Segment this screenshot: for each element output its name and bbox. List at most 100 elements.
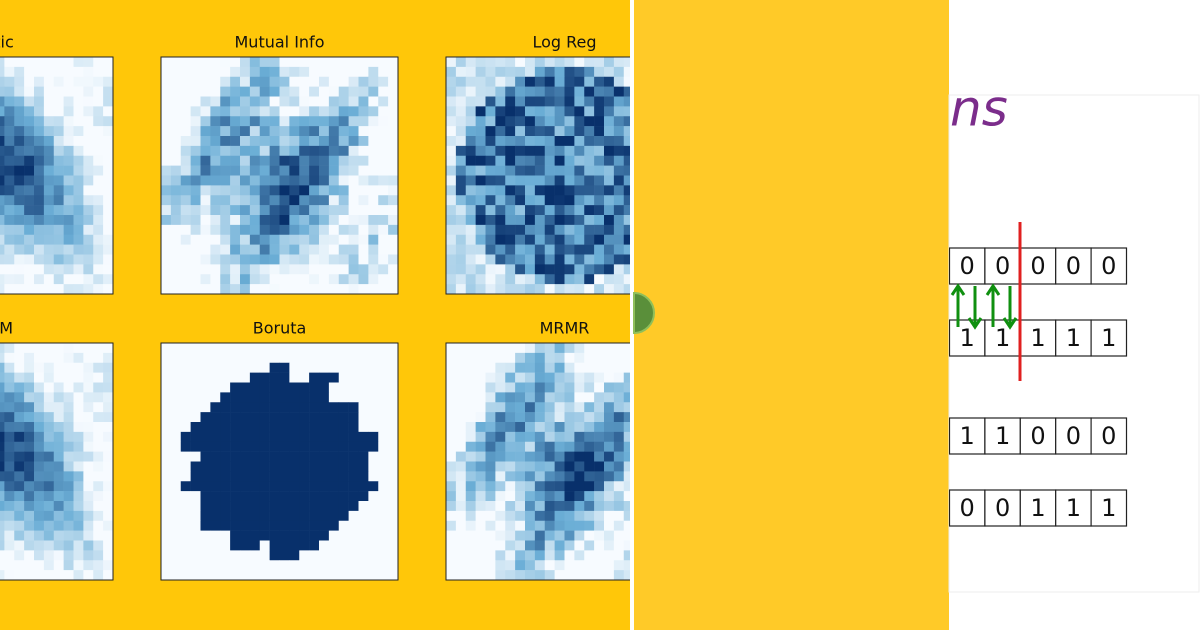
heatmap-cell xyxy=(338,155,349,166)
heatmap-cell xyxy=(378,501,389,512)
heatmap-cell xyxy=(623,145,630,157)
heatmap-cell xyxy=(73,175,84,186)
heatmap-cell xyxy=(4,66,15,78)
heatmap-cell xyxy=(269,145,280,157)
heatmap-cell xyxy=(525,471,536,482)
heatmap-cell xyxy=(63,412,74,423)
heatmap-cell xyxy=(299,274,310,285)
heatmap-cell xyxy=(190,145,201,157)
heatmap-cell xyxy=(495,451,506,462)
heatmap-cell xyxy=(230,195,241,206)
heatmap-cell xyxy=(554,461,565,472)
heatmap-cell xyxy=(564,76,575,87)
bit-cell xyxy=(1090,489,1128,527)
heatmap-cell xyxy=(180,284,191,295)
heatmap-cell xyxy=(338,441,349,452)
heatmap-cell xyxy=(378,392,389,403)
heatmap-cell xyxy=(269,550,280,561)
heatmap-cell xyxy=(505,116,516,127)
heatmap-cell xyxy=(505,431,516,443)
heatmap-cell xyxy=(103,372,114,383)
heatmap-cell xyxy=(388,57,399,68)
heatmap-cell xyxy=(180,352,191,364)
heatmap-cell xyxy=(83,205,94,216)
heatmap-cell xyxy=(525,352,536,364)
heatmap-cell xyxy=(230,540,241,551)
heatmap-cell xyxy=(328,254,340,265)
heatmap-cell xyxy=(93,185,104,196)
plot-border xyxy=(160,342,399,581)
heatmap-cell xyxy=(328,175,340,186)
heatmap-cell xyxy=(378,510,389,522)
heatmap-cell xyxy=(210,175,221,186)
heatmap-cell xyxy=(455,372,467,383)
heatmap-cell xyxy=(180,254,191,265)
heatmap-cell xyxy=(43,205,55,216)
heatmap-cell xyxy=(623,471,630,482)
heatmap-cell xyxy=(515,451,526,462)
heatmap-cell xyxy=(269,205,280,216)
heatmap-cell xyxy=(63,86,74,97)
heatmap-cell xyxy=(269,560,280,571)
heatmap-cell xyxy=(161,461,172,472)
heatmap-cell xyxy=(584,451,595,462)
heatmap-cell xyxy=(554,215,565,226)
heatmap-cell xyxy=(220,372,231,383)
heatmap-cell xyxy=(348,491,359,502)
heatmap-cell xyxy=(161,441,172,452)
heatmap-cell xyxy=(73,57,84,68)
heatmap-cell xyxy=(368,422,379,433)
heatmap-cell xyxy=(249,422,261,433)
heatmap-cell xyxy=(269,96,280,107)
heatmap-cell xyxy=(505,520,516,531)
heatmap-cell xyxy=(161,481,172,492)
heatmap-cell xyxy=(73,422,84,433)
heatmap-cell xyxy=(279,165,290,176)
heatmap-cell xyxy=(53,343,64,354)
heatmap-cell xyxy=(200,195,211,206)
heatmap-cell xyxy=(289,244,300,255)
heatmap-cell xyxy=(564,86,575,97)
heatmap-cell xyxy=(53,362,64,373)
heatmap-cell xyxy=(455,264,467,275)
heatmap-cell xyxy=(515,106,526,117)
heatmap-cell xyxy=(0,382,5,393)
heatmap-cell xyxy=(455,570,467,581)
heatmap-cell xyxy=(73,451,84,462)
heatmap-cell xyxy=(289,491,300,502)
heatmap-cell xyxy=(446,224,457,236)
heatmap-cell xyxy=(299,530,310,541)
heatmap-cell xyxy=(348,76,359,87)
heatmap-cell xyxy=(230,66,241,78)
heatmap-cell xyxy=(249,352,261,364)
heatmap-cell xyxy=(594,402,605,413)
heatmap-cell xyxy=(358,57,369,68)
heatmap-cell xyxy=(230,106,241,117)
heatmap-cell xyxy=(594,57,605,68)
heatmap-cell xyxy=(259,461,270,472)
heatmap-cell xyxy=(230,392,241,403)
heatmap-cell xyxy=(378,264,389,275)
heatmap-cell xyxy=(53,491,64,502)
heatmap-cell xyxy=(83,451,94,462)
heatmap-cell xyxy=(594,560,605,571)
heatmap-cell xyxy=(73,461,84,472)
heatmap-cell xyxy=(465,530,476,541)
heatmap-cell xyxy=(63,224,74,236)
heatmap-cell xyxy=(53,234,64,245)
heatmap-cell xyxy=(534,520,546,531)
heatmap-cell xyxy=(190,570,201,581)
heatmap-cell xyxy=(24,343,35,354)
heatmap-cell xyxy=(279,126,290,137)
heatmap-cell xyxy=(249,431,261,443)
heatmap-cell xyxy=(249,185,261,196)
heatmap-cell xyxy=(34,66,45,78)
heatmap-cell xyxy=(53,520,64,531)
heatmap-cell xyxy=(73,471,84,482)
heatmap-cell xyxy=(604,412,615,423)
heatmap-cell xyxy=(446,372,457,383)
heatmap-cell xyxy=(240,510,251,522)
heatmap-cell xyxy=(279,402,290,413)
heatmap-cell xyxy=(0,362,5,373)
heatmap-cell xyxy=(594,540,605,551)
